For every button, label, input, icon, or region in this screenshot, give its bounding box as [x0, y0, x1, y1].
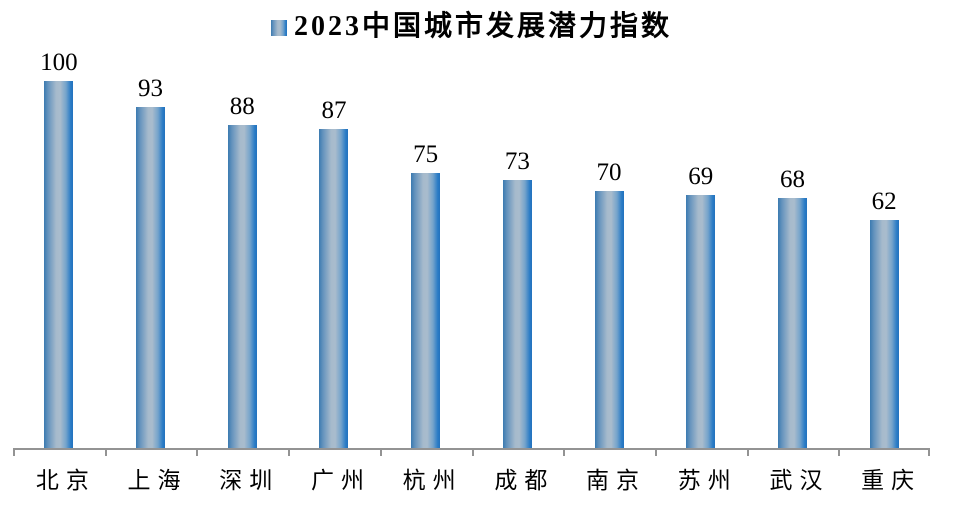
bar-value-label: 93	[138, 74, 164, 102]
bar	[411, 172, 441, 448]
x-axis-tick	[104, 450, 107, 456]
bar	[227, 125, 257, 448]
x-axis-label: 北京	[35, 468, 96, 493]
bar-value-label: 70	[596, 159, 622, 187]
bar	[869, 220, 899, 448]
bar	[44, 81, 74, 448]
chart-legend: 2023中国城市发展潜力指数	[13, 10, 930, 44]
x-axis-label: 深圳	[219, 468, 280, 493]
bar-value-label: 62	[871, 188, 897, 216]
x-axis-tick	[928, 450, 930, 456]
x-axis-label: 杭州	[402, 468, 463, 493]
x-axis-label: 上海	[127, 468, 188, 493]
x-axis-label: 重庆	[861, 468, 922, 493]
x-axis-label: 成都	[494, 468, 555, 493]
bar-value-label: 100	[40, 49, 78, 76]
x-axis-tick	[471, 450, 474, 456]
x-axis-tick	[838, 450, 841, 456]
legend-label: 2023中国城市发展潜力指数	[293, 11, 672, 42]
x-axis-tick	[746, 450, 749, 456]
x-axis-tick	[379, 450, 382, 456]
legend-marker-icon	[270, 20, 287, 37]
x-axis-tick	[13, 450, 15, 456]
x-axis-tick	[288, 450, 291, 456]
bar-value-label: 88	[229, 93, 255, 121]
bar	[594, 191, 624, 448]
x-axis-label: 武汉	[769, 468, 830, 493]
bar	[136, 106, 166, 448]
bar-value-label: 87	[321, 96, 347, 124]
bar-value-label: 68	[779, 166, 805, 194]
bar	[502, 180, 532, 448]
x-axis-tick	[654, 450, 657, 456]
x-axis-label: 广州	[310, 468, 371, 493]
bar-value-label: 69	[688, 162, 714, 190]
plot-area: 100 北京 93 上海 88 深圳 87 广州 75 杭州 73 成都 70 南京 69 苏州 68 武汉 62 重…	[13, 0, 930, 493]
bar	[319, 128, 349, 448]
bar	[686, 194, 716, 448]
x-axis-label: 南京	[586, 468, 647, 493]
bar	[777, 198, 807, 448]
bar-value-label: 73	[504, 148, 530, 176]
x-axis-tick	[196, 450, 199, 456]
bar-value-label: 75	[413, 140, 439, 168]
x-axis-tick	[563, 450, 566, 456]
x-axis-label: 苏州	[677, 468, 738, 493]
